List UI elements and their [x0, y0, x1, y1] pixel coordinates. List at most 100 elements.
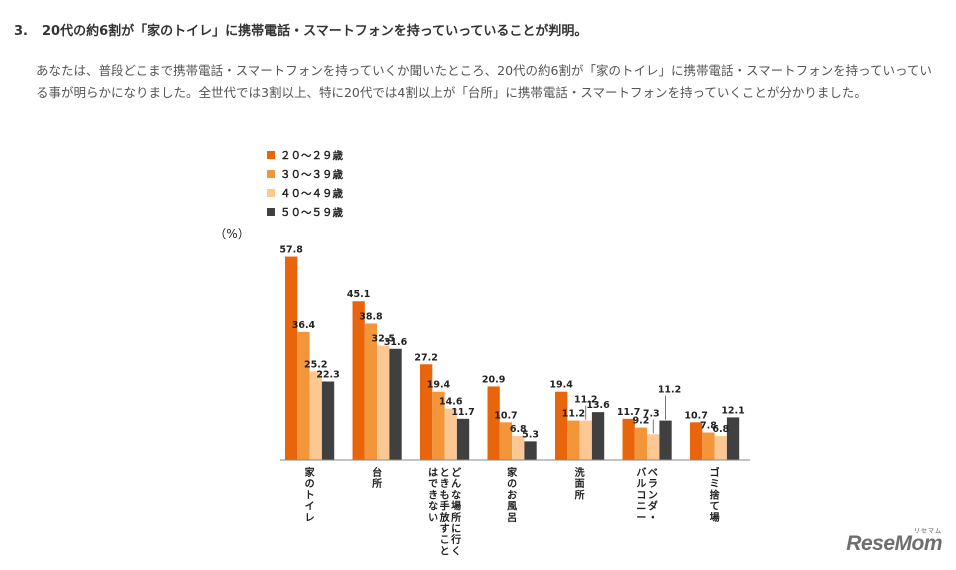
value-labels-layer: 57.8 36.4 25.222.3 45.1 38.8 32.531.6 27.2 19.4… [279, 245, 744, 441]
category-char: 面 [575, 478, 585, 490]
value-label-g7-s4: 12.1 [721, 405, 744, 416]
value-label-g1-s1: 57.8 [279, 245, 303, 256]
category-char: 洗 [575, 466, 585, 479]
value-label-g2-s1: 45.1 [347, 289, 370, 300]
bar-g3-s4 [456, 418, 470, 460]
bar-g4-s2 [499, 422, 513, 460]
category-char: ト [305, 489, 315, 501]
logo-text: ReseMom [846, 532, 942, 555]
category-char: レ [305, 513, 315, 524]
value-label-g4-s3: 6.8 [510, 424, 527, 435]
section-number: 3. [14, 24, 28, 39]
bar-g3-s2 [432, 391, 445, 460]
bar-g4-s1 [487, 386, 500, 460]
value-label-g7-s3: 6.8 [712, 424, 729, 435]
value-label-g3-s4: 11.7 [451, 407, 474, 418]
value-label-g5-s4: 13.6 [586, 400, 610, 411]
value-label-g4-s1: 20.9 [482, 374, 505, 385]
value-label-g4-s4: 5.3 [522, 429, 539, 440]
bar-g6-s4 [659, 420, 672, 460]
category-char: の [305, 479, 315, 490]
category-char: ン [648, 490, 658, 501]
bar-g7-s3 [714, 436, 727, 460]
value-label-g5-s3: 11.2 [574, 395, 597, 406]
category-char: ・ [648, 513, 658, 524]
category-char: く [451, 545, 461, 557]
section-heading: 3. 20代の約6割が「家のトイレ」に携帯電話・スマートフォンを持っていっているこ… [14, 20, 587, 39]
category-char: ラ [648, 478, 658, 490]
category-char: き [428, 489, 438, 501]
logo-subtext: リセマム [913, 529, 942, 535]
category-char: 風 [507, 501, 517, 513]
bar-g6-s3 [647, 434, 660, 460]
category-labels-layer: 家のトイレ台所どんな場所に行くときも手放すことはできない家のお風呂洗面所ベランダ… [305, 466, 721, 557]
bar-g1-s4 [321, 381, 335, 460]
category-char: す [440, 523, 450, 535]
legend-swatch-3 [267, 189, 275, 197]
category-char: 行 [450, 533, 461, 546]
value-label-g6-s1: 11.7 [617, 407, 640, 418]
bar-g6-s1 [622, 418, 635, 460]
category-char: い [428, 513, 438, 524]
value-label-g1-s4: 22.3 [316, 370, 339, 381]
legend-label-3: ４０～４９歳 [280, 187, 343, 200]
bar-g7-s1 [690, 422, 703, 460]
category-char: ダ [648, 500, 658, 513]
category-char: な [451, 489, 461, 501]
value-label-g2-s2: 38.8 [359, 311, 383, 322]
bar-g2-s4 [389, 348, 402, 460]
category-char: と [440, 545, 450, 557]
value-label-g1-s2: 36.4 [292, 320, 316, 331]
category-char: の [507, 479, 517, 490]
value-label-g2-s3: 32.5 [372, 334, 395, 345]
bar-g1-s2 [297, 331, 310, 460]
legend-label-4: ５０～５９歳 [280, 206, 343, 219]
category-char: な [428, 501, 438, 513]
category-char: 家 [507, 466, 518, 479]
category-char: こ [440, 535, 450, 546]
value-label-g5-s1: 19.4 [549, 380, 573, 391]
category-char: お [507, 489, 517, 501]
category-char: 場 [451, 500, 461, 513]
value-label-g3-s3: 14.6 [439, 397, 463, 408]
bar-g3-s1 [420, 364, 433, 460]
category-char: 所 [372, 477, 382, 490]
category-char: 手 [440, 500, 450, 513]
value-label-g4-s2: 10.7 [494, 410, 517, 421]
category-char: ル [636, 479, 646, 490]
value-label-g6-s2: 9.2 [633, 416, 650, 427]
value-label-g3-s2: 19.4 [427, 380, 451, 391]
value-label-g1-s3: 25.2 [304, 359, 327, 370]
category-char: 呂 [507, 512, 517, 524]
value-label-g6-s4: 11.2 [658, 385, 681, 396]
category-char: コ [636, 490, 646, 501]
value-label-g2-s4: 31.6 [384, 337, 408, 348]
legend-swatch-1 [267, 151, 275, 159]
category-label-5: 洗面所 [575, 466, 585, 501]
value-label-g7-s2: 7.8 [700, 421, 717, 432]
bar-g3-s3 [444, 408, 457, 460]
category-char: ん [451, 478, 461, 490]
category-char: ミ [710, 478, 720, 490]
bar-g5-s1 [555, 391, 568, 460]
bar-g7-s2 [702, 432, 715, 460]
category-char: 家 [305, 466, 316, 479]
bars-layer [285, 256, 740, 460]
category-char: と [440, 467, 450, 479]
category-char: バ [636, 467, 646, 479]
category-char: 放 [439, 511, 451, 524]
value-label-g5-s2: 11.2 [562, 409, 585, 420]
category-char: て [710, 501, 720, 513]
category-label-2: 台所 [372, 466, 382, 490]
resemom-logo: ReseMom リセマム [846, 529, 942, 556]
value-label-g3-s1: 27.2 [414, 352, 437, 363]
section-title: 20代の約6割が「家のトイレ」に携帯電話・スマートフォンを持っていっていることが… [41, 24, 588, 39]
legend-label-1: ２０～２９歳 [280, 149, 343, 162]
legend-label-2: ３０～３９歳 [280, 168, 343, 181]
category-char: ニ [636, 502, 646, 513]
bar-g7-s4 [726, 417, 740, 460]
